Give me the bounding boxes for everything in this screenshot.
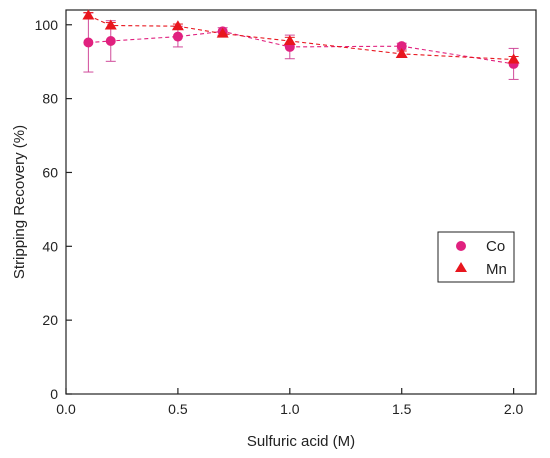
legend-mn-marker [455,262,467,272]
co-point [172,31,183,42]
mn-point [283,35,296,46]
y-axis-label: Stripping Recovery (%) [11,125,28,279]
legend-mn-label: Mn [486,261,507,278]
y-tick-label: 20 [42,312,58,328]
legend-co-label: Co [486,238,505,255]
y-tick-label: 60 [42,164,58,180]
axis-ticks: 0.0 0.5 1.0 1.5 2.0 0 20 40 60 80 100 [35,17,524,417]
mn-point [104,19,117,30]
co-series-line [88,30,514,65]
series-lines [88,14,514,65]
x-tick-label: 2.0 [504,401,524,417]
co-point [396,41,407,52]
error-bars [83,12,519,80]
x-tick-label: 1.0 [280,401,300,417]
x-tick-label: 1.5 [392,401,412,417]
mn-point [395,47,408,58]
y-tick-label: 0 [50,386,58,402]
x-tick-label: 0.5 [168,401,188,417]
series-markers [82,9,520,69]
mn-point [507,53,520,64]
x-axis-label: Sulfuric acid (M) [247,433,355,450]
mn-series-line [88,14,514,61]
x-tick-label: 0.0 [56,401,76,417]
y-tick-label: 40 [42,238,58,254]
co-point [105,36,116,47]
co-point [83,37,94,48]
mn-point [171,20,184,31]
legend: Co Mn [437,231,515,283]
mn-point [82,9,95,20]
legend-box [437,231,515,283]
mn-point [216,27,229,38]
y-tick-label: 100 [35,17,59,33]
y-tick-label: 80 [42,91,58,107]
plot-frame [65,9,537,395]
legend-co-marker [456,241,466,251]
